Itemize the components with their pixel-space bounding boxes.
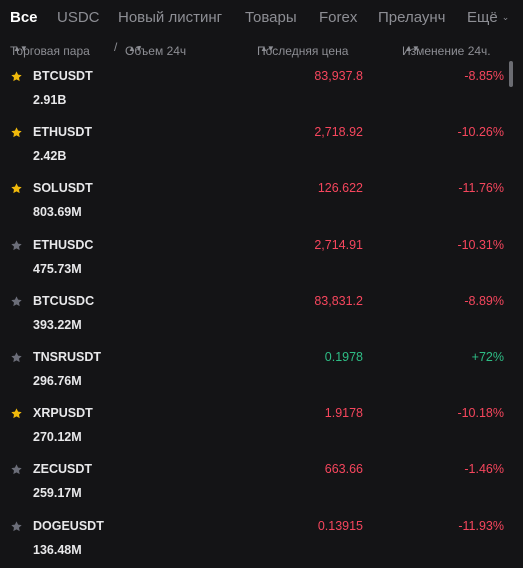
pair-symbol: BTCUSDC: [33, 293, 95, 308]
pair-symbol: DOGEUSDT: [33, 518, 104, 533]
volume-header-label: Объем 24ч: [125, 44, 187, 58]
pair-volume: 475.73M: [33, 261, 82, 276]
last-price: 663.66: [324, 462, 363, 477]
change-24h: -10.26%: [457, 125, 504, 140]
change-24h: -1.46%: [464, 462, 504, 477]
table-row[interactable]: DOGEUSDT 136.48M 0.13915 -11.93%: [0, 512, 523, 568]
change-24h: -10.31%: [457, 237, 504, 252]
table-row[interactable]: TNSRUSDT 296.76M 0.1978 +72%: [0, 343, 523, 399]
last-price: 0.13915: [317, 518, 363, 533]
header-separator: /: [114, 40, 118, 54]
change-header-label: Изменение 24ч.: [402, 44, 491, 58]
pair-volume: 296.76M: [33, 373, 82, 388]
star-icon[interactable]: [10, 520, 23, 533]
last-price: 1.9178: [324, 406, 363, 421]
last-price: 126.622: [317, 181, 363, 196]
pair-symbol: BTCUSDT: [33, 69, 93, 83]
market-tabs: Все USDC Новый листинг Товары Forex Прел…: [0, 0, 523, 36]
tab-all[interactable]: Все: [10, 9, 38, 26]
favorite-star-icon[interactable]: [10, 407, 23, 420]
table-row[interactable]: ZECUSDT 259.17M 663.66 -1.46%: [0, 455, 523, 511]
pair-volume: 270.12M: [33, 430, 82, 445]
sort-icon: ▲▼: [13, 44, 28, 53]
star-icon[interactable]: [10, 239, 23, 252]
tab-more[interactable]: Ещё ⌄: [467, 9, 509, 26]
last-price: 83,831.2: [314, 293, 363, 308]
market-list: BTCUSDT 2.91B 83,937.8 -8.85% ETHUSDT 2.42B 2,…: [0, 62, 523, 568]
tab-more-label: Ещё: [467, 9, 498, 26]
last-price: 0.1978: [324, 349, 363, 364]
star-icon[interactable]: [10, 463, 23, 476]
tab-new-listing[interactable]: Новый листинг: [118, 9, 223, 26]
table-header: Торговая пара ▲▼ / Объем 24ч ▲▼ Последняя …: [0, 36, 523, 60]
pair-volume: 2.91B: [33, 93, 67, 107]
change-24h: -11.76%: [458, 181, 504, 196]
pair-symbol: ETHUSDT: [33, 125, 93, 140]
pair-symbol: TNSRUSDT: [33, 349, 102, 364]
chevron-down-icon: ⌄: [501, 12, 510, 22]
table-row[interactable]: ETHUSDC 475.73M 2,714.91 -10.31%: [0, 231, 523, 287]
last-price: 2,718.92: [314, 125, 363, 140]
change-24h: -11.93%: [458, 518, 504, 533]
pair-symbol: ETHUSDC: [33, 237, 94, 252]
last-price: 2,714.91: [314, 237, 363, 252]
sort-icon: ▲▼: [405, 44, 420, 53]
scrollbar[interactable]: [509, 61, 513, 87]
last-price: 83,937.8: [314, 69, 363, 83]
table-row[interactable]: SOLUSDT 803.69M 126.622 -11.76%: [0, 174, 523, 230]
table-row[interactable]: ETHUSDT 2.42B 2,718.92 -10.26%: [0, 118, 523, 174]
pair-volume: 2.42B: [33, 149, 67, 164]
favorite-star-icon[interactable]: [10, 70, 23, 83]
favorite-star-icon[interactable]: [10, 126, 23, 139]
sort-icon: ▲▼: [128, 44, 143, 53]
pair-symbol: SOLUSDT: [33, 181, 93, 196]
last-price-header-label: Последняя цена: [257, 44, 349, 58]
table-row[interactable]: BTCUSDT 2.91B 83,937.8 -8.85%: [0, 62, 523, 118]
tab-prelaunch[interactable]: Прелаунч: [378, 9, 446, 26]
pair-volume: 803.69M: [33, 205, 82, 220]
change-24h: +72%: [471, 349, 504, 364]
pair-volume: 259.17M: [33, 486, 82, 501]
pair-volume: 136.48M: [33, 542, 82, 557]
pair-volume: 393.22M: [33, 317, 82, 332]
pair-symbol: ZECUSDT: [33, 462, 93, 477]
pair-symbol: XRPUSDT: [33, 406, 93, 421]
table-row[interactable]: XRPUSDT 270.12M 1.9178 -10.18%: [0, 399, 523, 455]
favorite-star-icon[interactable]: [10, 182, 23, 195]
star-icon[interactable]: [10, 351, 23, 364]
tab-commodities[interactable]: Товары: [245, 9, 297, 26]
change-24h: -8.85%: [464, 69, 504, 83]
sort-icon: ▲▼: [260, 44, 275, 53]
tab-usdc[interactable]: USDC: [57, 9, 100, 26]
change-24h: -8.89%: [464, 293, 504, 308]
pair-header-label: Торговая пара: [10, 44, 90, 58]
tab-forex[interactable]: Forex: [319, 9, 358, 26]
table-row[interactable]: BTCUSDC 393.22M 83,831.2 -8.89%: [0, 287, 523, 343]
change-24h: -10.18%: [457, 406, 504, 421]
star-icon[interactable]: [10, 295, 23, 308]
